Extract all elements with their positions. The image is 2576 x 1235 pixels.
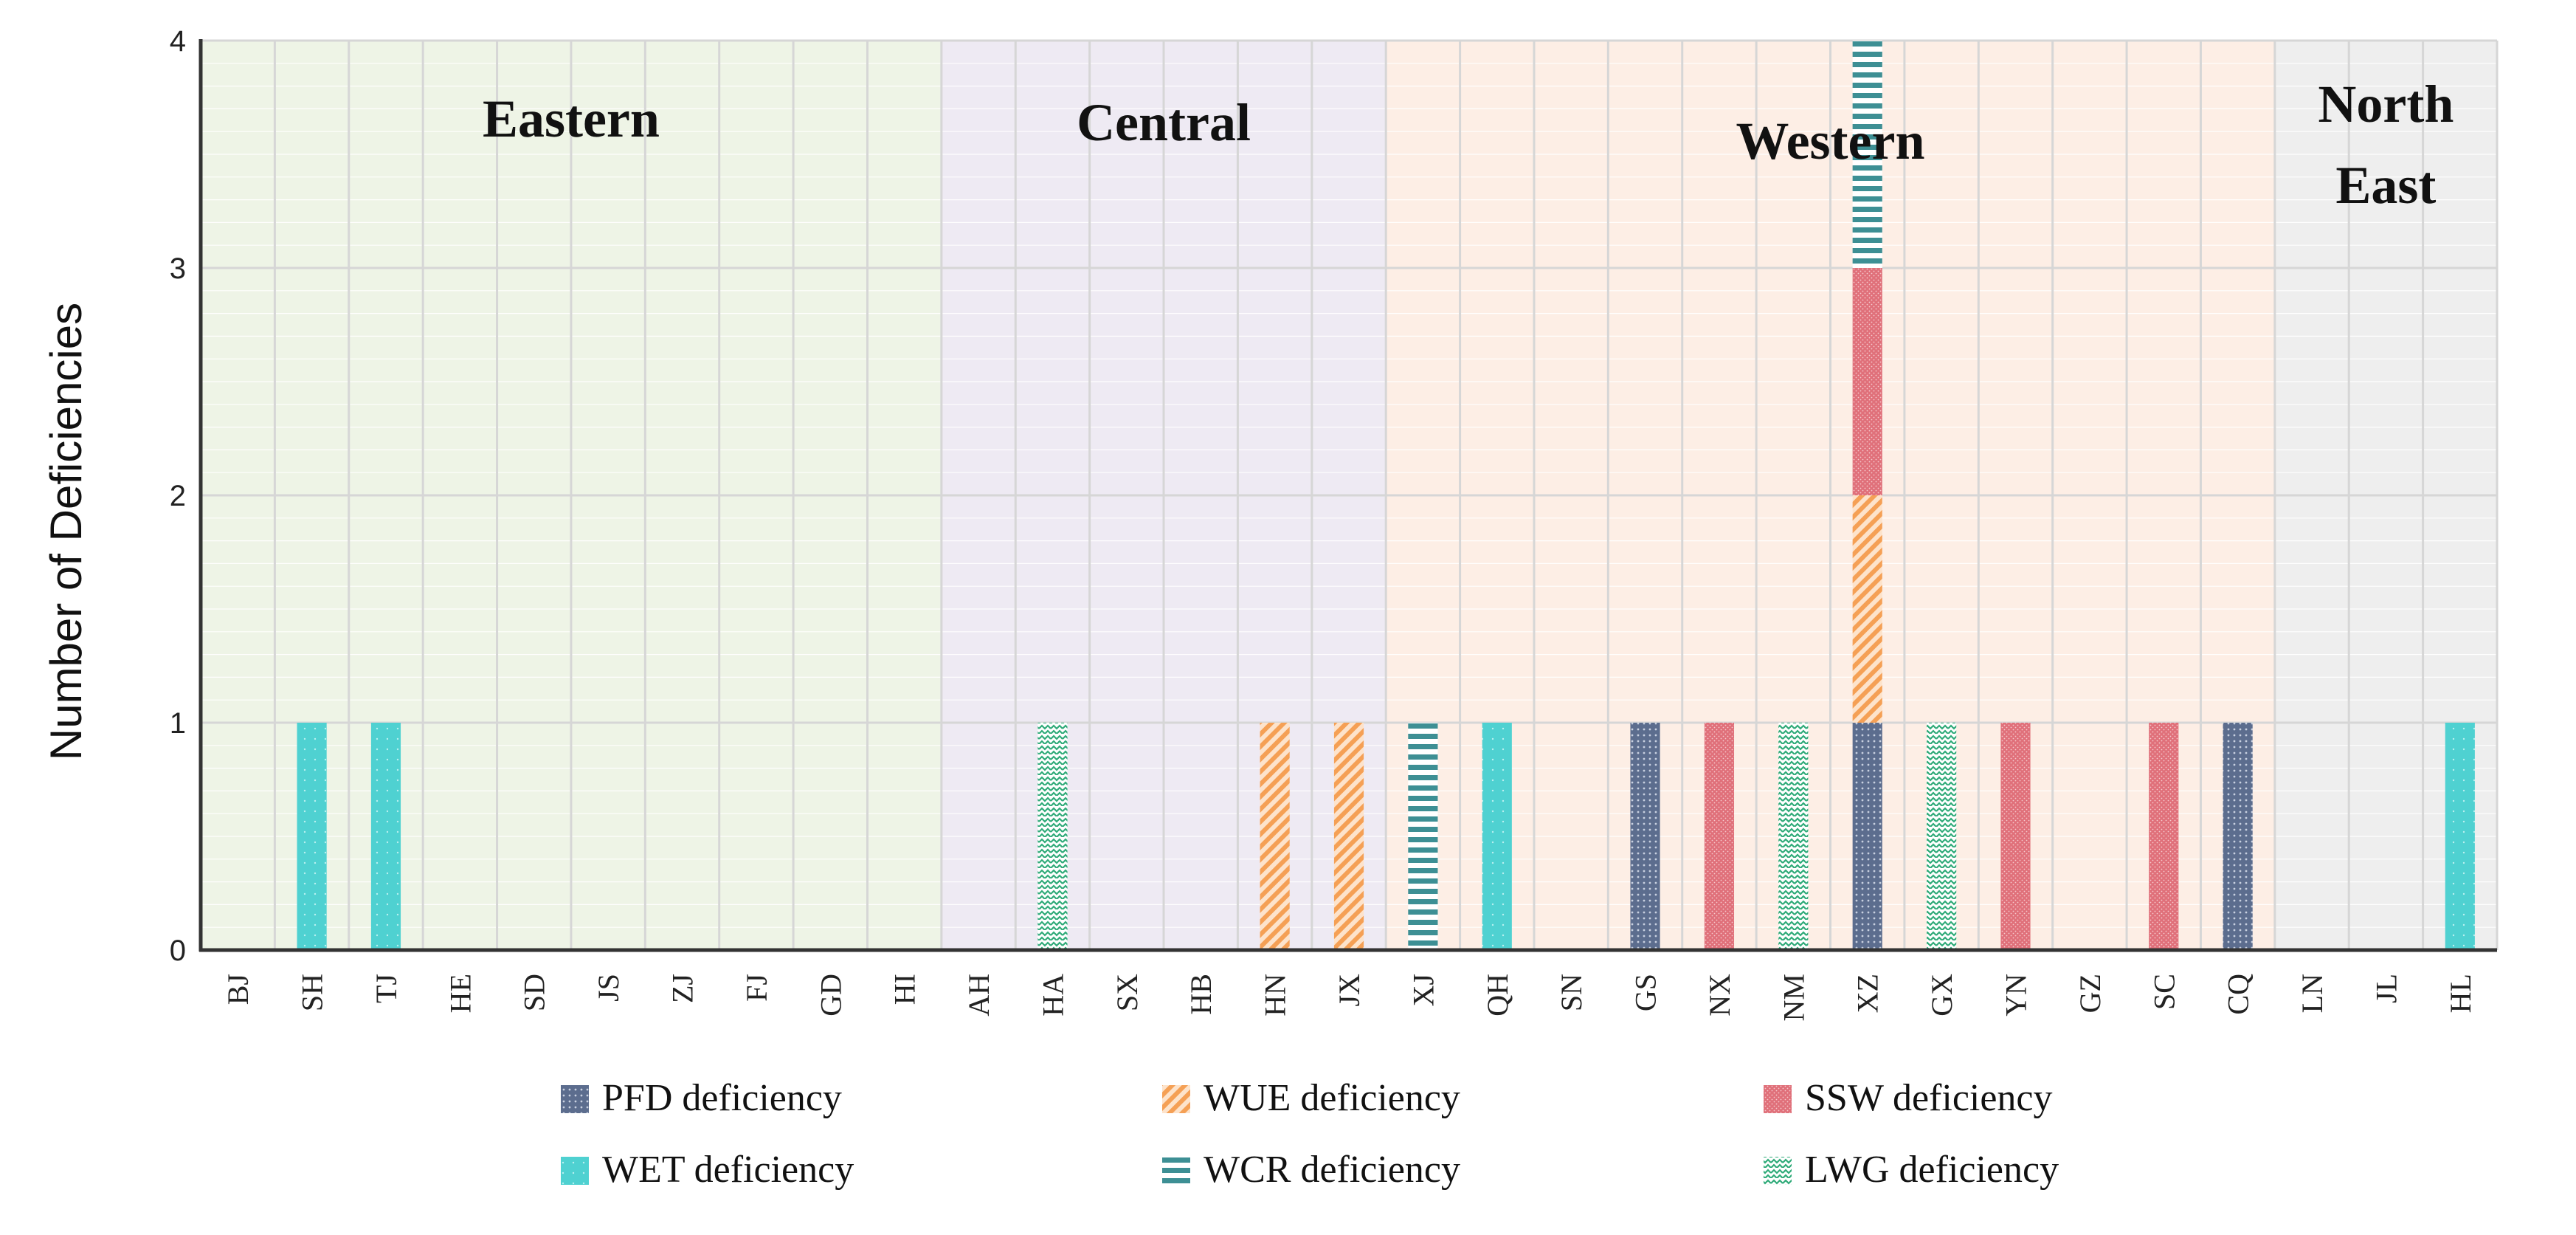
bar-XZ-ssw: [1852, 268, 1882, 495]
x-tick-label: QH: [1481, 974, 1514, 1016]
x-tick-label: HE: [443, 974, 477, 1013]
x-tick-label: LN: [2296, 974, 2329, 1013]
x-tick-label: CQ: [2222, 974, 2255, 1015]
x-tick-label: FJ: [740, 974, 773, 1002]
bar-SC-ssw: [2149, 723, 2179, 950]
region-labels: Eastern Central Western North East: [483, 75, 2454, 215]
x-tick-label: XJ: [1406, 974, 1440, 1006]
x-tick-label: YN: [1999, 974, 2032, 1016]
x-tick-label: HN: [1259, 974, 1292, 1016]
bar-HN-wue: [1260, 723, 1290, 950]
bar-QH-wet: [1482, 723, 1512, 950]
x-tick-label: SX: [1111, 974, 1144, 1011]
x-tick-label: SH: [296, 974, 329, 1011]
x-tick-label: NX: [1703, 974, 1736, 1016]
bar-CQ-pfd: [2223, 723, 2253, 950]
legend-label: LWG deficiency: [1805, 1149, 2059, 1191]
region-label-3: East: [2335, 156, 2436, 215]
x-tick-label: BJ: [221, 974, 255, 1005]
legend-label: SSW deficiency: [1805, 1077, 2053, 1119]
bar-SH-wet: [297, 723, 327, 950]
bar-series: [297, 41, 2475, 950]
x-tick-label: JS: [592, 974, 625, 1002]
region-label-3: North: [2318, 75, 2454, 134]
bar-TJ-wet: [370, 723, 401, 950]
bar-HA-lwg: [1037, 723, 1068, 950]
x-tick-label: TJ: [370, 974, 403, 1003]
bar-NM-lwg: [1778, 723, 1809, 950]
x-tick-label: JX: [1333, 974, 1366, 1007]
y-tick-label: 4: [170, 25, 186, 58]
x-tick-label: SD: [518, 974, 551, 1011]
y-tick-label: 0: [170, 935, 186, 967]
x-tick-label: HL: [2444, 974, 2477, 1013]
legend-label: PFD deficiency: [602, 1077, 842, 1119]
x-tick-label: GX: [1925, 974, 1958, 1016]
x-tick-label: JL: [2369, 974, 2403, 1003]
x-tick-label: NM: [1777, 974, 1810, 1021]
x-tick-label: SC: [2147, 974, 2180, 1010]
legend-label: WET deficiency: [602, 1149, 854, 1191]
axes: [198, 39, 2497, 952]
bar-GX-lwg: [1927, 723, 1957, 950]
y-axis-label: Number of Deficiencies: [41, 303, 91, 760]
x-tick-label: ZJ: [666, 974, 700, 1003]
major-gridlines: [199, 39, 2499, 950]
region-label-1: Central: [1077, 93, 1251, 152]
legend-swatch: [1162, 1085, 1190, 1113]
legend-swatch: [1764, 1085, 1792, 1113]
x-tick-label: GD: [814, 974, 847, 1016]
legend-swatch: [1764, 1157, 1792, 1185]
bar-XZ-wue: [1852, 495, 1882, 723]
region-label-0: Eastern: [483, 89, 660, 148]
x-tick-label: HB: [1184, 974, 1218, 1015]
legend-swatch: [561, 1157, 589, 1185]
x-tick-label: HA: [1036, 974, 1069, 1016]
x-tick-label: HI: [888, 974, 922, 1005]
y-tick-label: 1: [170, 707, 186, 740]
x-tick-label: GS: [1629, 974, 1662, 1011]
y-tick-label: 3: [170, 252, 186, 285]
legend-swatch: [1162, 1157, 1190, 1185]
bar-XZ-pfd: [1852, 723, 1882, 950]
x-tick-label: GZ: [2073, 974, 2107, 1013]
legend-swatch: [561, 1085, 589, 1113]
bar-HL-wet: [2445, 723, 2475, 950]
x-tick-label: AH: [962, 974, 995, 1016]
region-label-2: Western: [1736, 111, 1925, 171]
x-tick-labels: BJ SH TJ HE SD JS ZJ FJ GD HI AH HA SX HB HN JX XJ QH SN GS…: [221, 974, 2477, 1022]
x-tick-label: XZ: [1851, 974, 1885, 1013]
bar-XZ-wcr: [1852, 41, 1882, 268]
x-tick-label: SN: [1555, 974, 1588, 1011]
legend-label: WUE deficiency: [1204, 1077, 1460, 1119]
y-tick-labels: 0 1 2 3 4: [170, 25, 186, 967]
y-tick-label: 2: [170, 480, 186, 512]
legend-label: WCR deficiency: [1204, 1149, 1460, 1191]
legend: PFD deficiency WUE deficiency SSW deficien…: [561, 1077, 2059, 1191]
bar-YN-ssw: [2000, 723, 2031, 950]
bar-GS-pfd: [1630, 723, 1660, 950]
bar-NX-ssw: [1704, 723, 1735, 950]
bar-JX-wue: [1333, 723, 1364, 950]
bar-XJ-wcr: [1408, 723, 1438, 950]
